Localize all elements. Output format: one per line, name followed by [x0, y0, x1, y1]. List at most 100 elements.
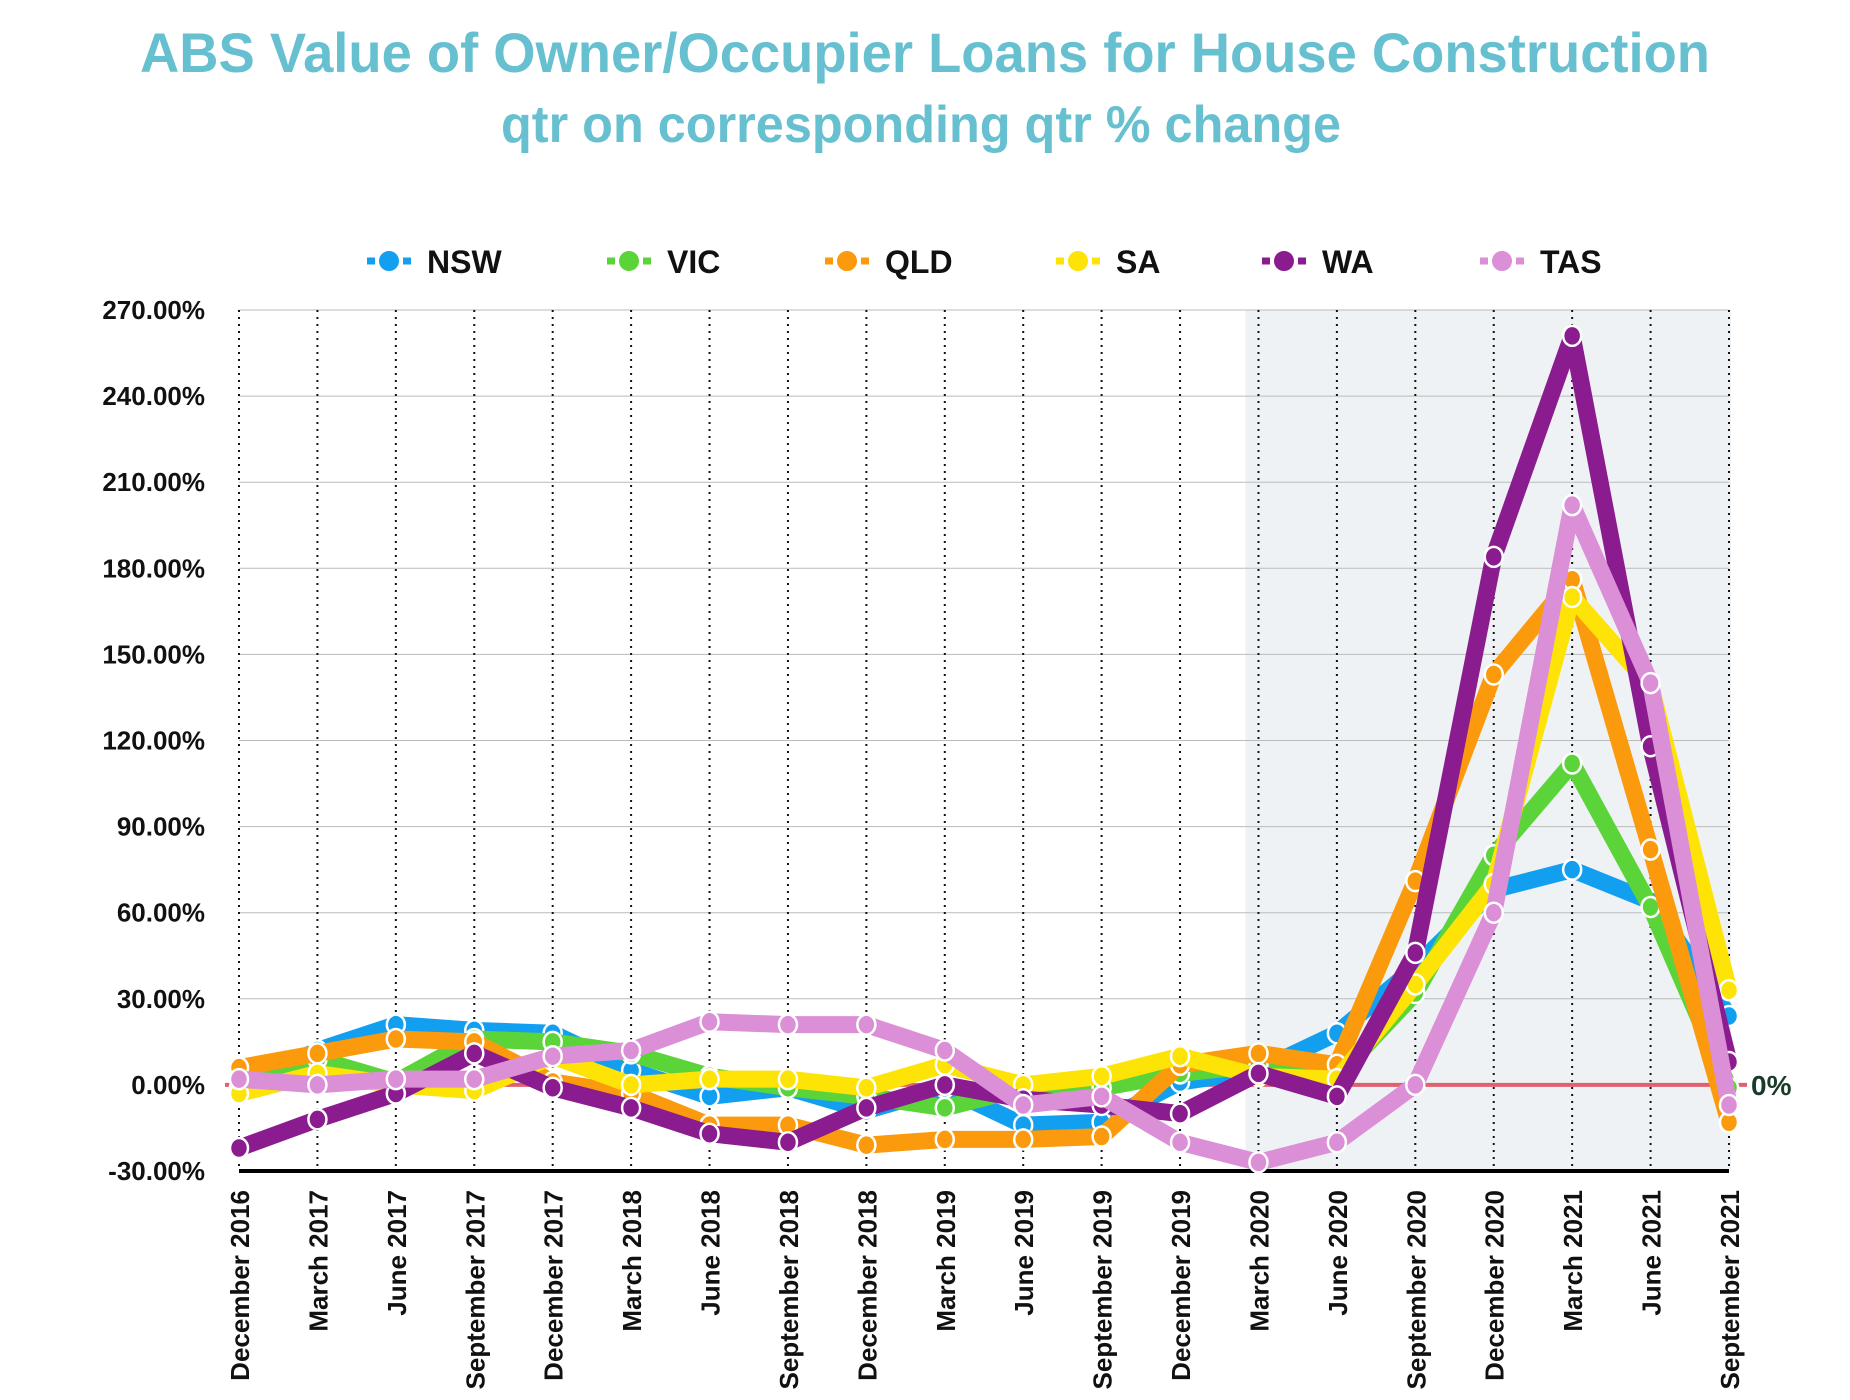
y-tick-label: 60.00%	[117, 898, 205, 928]
data-point	[1012, 1128, 1034, 1151]
legend-marker-icon	[617, 249, 641, 273]
series-line	[230, 571, 1738, 1154]
data-point	[1248, 1151, 1269, 1174]
data-point	[1091, 1065, 1112, 1088]
data-point	[1405, 941, 1426, 965]
series-line	[230, 496, 1738, 1171]
y-tick-label: 180.00%	[102, 553, 205, 583]
legend-label: QLD	[885, 244, 953, 280]
y-tick-label: 240.00%	[102, 381, 205, 411]
data-point	[1561, 858, 1583, 881]
chart-title: ABS Value of Owner/Occupier Loans for Ho…	[140, 21, 1710, 84]
legend-marker-icon	[1066, 249, 1090, 273]
data-point	[934, 1128, 956, 1151]
data-point	[1640, 838, 1661, 861]
series-line	[230, 327, 1738, 1157]
x-tick-label: December 2017	[539, 1190, 569, 1381]
data-point	[620, 1039, 642, 1062]
data-point	[1561, 585, 1583, 609]
data-point	[307, 1073, 328, 1097]
data-point	[777, 1013, 799, 1036]
data-point	[1483, 901, 1504, 924]
data-point	[542, 1076, 563, 1100]
y-tick-label: 210.00%	[102, 467, 205, 497]
data-point	[307, 1108, 328, 1131]
data-point	[228, 1136, 250, 1160]
y-tick-label: 120.00%	[102, 726, 205, 756]
legend-label: SA	[1116, 244, 1160, 280]
data-point	[856, 1076, 877, 1100]
data-point	[1561, 752, 1583, 775]
x-tick-label: December 2019	[1166, 1190, 1196, 1381]
x-tick-label: September 2018	[774, 1190, 804, 1389]
x-tick-label: September 2020	[1401, 1190, 1431, 1389]
x-tick-label: June 2021	[1637, 1190, 1667, 1316]
legend: NSW VIC QLD SA WA TAS	[367, 244, 1602, 280]
data-point	[699, 1010, 720, 1034]
series-qld	[228, 568, 1740, 1157]
data-point	[1248, 1062, 1269, 1085]
data-point	[777, 1131, 799, 1154]
x-tick-label: March 2017	[303, 1190, 333, 1332]
legend-label: NSW	[427, 244, 502, 280]
data-point	[228, 1067, 250, 1091]
data-point	[1483, 663, 1504, 686]
y-tick-label: 30.00%	[117, 984, 205, 1014]
data-point	[464, 1042, 485, 1065]
data-point	[620, 1073, 642, 1097]
x-tick-label: June 2018	[696, 1190, 726, 1316]
data-point	[699, 1067, 720, 1091]
legend-item-sa: SA	[1056, 244, 1160, 280]
x-tick-label: March 2020	[1244, 1190, 1274, 1332]
x-tick-label: December 2018	[852, 1190, 882, 1381]
data-point	[1561, 493, 1583, 517]
legend-marker-icon	[1490, 249, 1514, 273]
data-point	[1248, 1042, 1269, 1065]
x-tick-label: June 2019	[1009, 1190, 1039, 1316]
y-tick-label: 150.00%	[102, 639, 205, 669]
series-tas	[228, 493, 1740, 1174]
x-tick-label: December 2020	[1480, 1190, 1510, 1381]
x-tick-label: June 2020	[1323, 1190, 1353, 1316]
x-tick-label: March 2019	[931, 1190, 961, 1332]
data-point	[1718, 978, 1740, 1002]
data-point	[856, 1096, 877, 1120]
data-point	[1169, 1102, 1191, 1125]
data-point	[1405, 1073, 1426, 1097]
data-point	[1326, 1085, 1348, 1108]
x-tick-label: September 2019	[1088, 1190, 1118, 1389]
y-tick-label: 270.00%	[102, 295, 205, 325]
legend-label: TAS	[1540, 244, 1602, 280]
zero-line-label: 0%	[1751, 1070, 1792, 1101]
data-point	[934, 1096, 956, 1120]
y-tick-label: 0.00%	[131, 1070, 205, 1100]
legend-item-vic: VIC	[607, 244, 720, 280]
data-point	[1326, 1131, 1348, 1154]
y-tick-label: 90.00%	[117, 812, 205, 842]
data-point	[542, 1044, 563, 1068]
data-point	[1718, 1093, 1740, 1117]
data-point	[1169, 1131, 1191, 1154]
data-point	[1561, 324, 1583, 348]
data-point	[1483, 545, 1504, 569]
data-point	[464, 1067, 485, 1091]
data-point	[1091, 1125, 1112, 1148]
legend-item-nsw: NSW	[367, 244, 502, 280]
x-tick-label: March 2021	[1558, 1190, 1588, 1332]
data-point	[385, 1067, 407, 1091]
legend-item-tas: TAS	[1480, 244, 1602, 280]
x-tick-label: June 2017	[382, 1190, 412, 1316]
legend-label: VIC	[667, 244, 720, 280]
data-point	[307, 1042, 328, 1065]
x-tick-label: September 2021	[1715, 1190, 1745, 1389]
data-point	[620, 1096, 642, 1120]
data-point	[934, 1039, 956, 1062]
x-tick-label: March 2018	[617, 1190, 647, 1332]
data-point	[1640, 671, 1661, 695]
legend-item-qld: QLD	[825, 244, 953, 280]
data-point	[856, 1133, 877, 1157]
data-point	[385, 1027, 407, 1051]
legend-label: WA	[1322, 244, 1374, 280]
legend-item-wa: WA	[1262, 244, 1374, 280]
